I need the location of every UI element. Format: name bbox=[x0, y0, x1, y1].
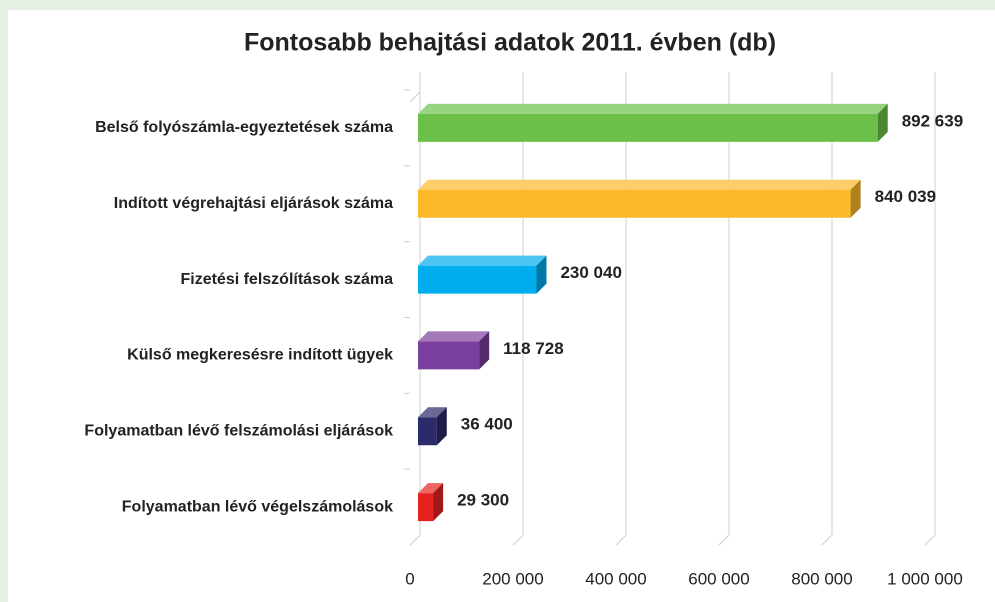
bar-top bbox=[418, 483, 444, 494]
bar-front bbox=[418, 189, 851, 218]
bar-top-shade bbox=[418, 407, 447, 418]
bar-side bbox=[850, 179, 861, 218]
value-label: 840 039 bbox=[875, 187, 936, 206]
x-tick-label: 400 000 bbox=[585, 569, 646, 588]
bar bbox=[418, 255, 547, 294]
y-tick-label: Indított végrehajtási eljárások száma bbox=[114, 195, 393, 212]
bar-side bbox=[536, 255, 547, 294]
bar-top bbox=[418, 407, 447, 418]
bar-side-shade bbox=[877, 103, 888, 142]
bar bbox=[418, 483, 444, 522]
y-tick-label: Folyamatban lévő felszámolási eljárások bbox=[84, 422, 393, 439]
value-label: 892 639 bbox=[902, 111, 963, 130]
bar-top bbox=[418, 179, 861, 190]
grid-line bbox=[409, 72, 421, 546]
grid-line bbox=[615, 72, 627, 546]
bar-front bbox=[418, 113, 878, 142]
value-label: 29 300 bbox=[457, 491, 509, 510]
x-tick-label: 800 000 bbox=[791, 569, 852, 588]
value-label: 230 040 bbox=[560, 263, 621, 282]
bar-top-shade bbox=[418, 179, 861, 190]
bar-front bbox=[418, 341, 480, 370]
x-tick-label: 200 000 bbox=[482, 569, 543, 588]
chart-title: Fontosabb behajtási adatok 2011. évben (… bbox=[244, 29, 776, 57]
value-label: 36 400 bbox=[461, 415, 513, 434]
y-tick-label: Fizetési felszólítások száma bbox=[180, 271, 393, 288]
grid-line bbox=[821, 72, 833, 546]
bar-top-shade bbox=[418, 103, 888, 114]
value-label: 118 728 bbox=[503, 339, 564, 358]
y-tick-label: Belső folyószámla-egyeztetések száma bbox=[95, 119, 393, 136]
bar-side bbox=[436, 407, 447, 446]
bar-top bbox=[418, 103, 888, 114]
bar-top bbox=[418, 255, 547, 266]
bar-front bbox=[418, 265, 537, 294]
bar bbox=[418, 407, 447, 446]
bar-top-shade bbox=[418, 255, 547, 266]
bar-side-shade bbox=[850, 179, 861, 218]
bar-side bbox=[877, 103, 888, 142]
x-tick-label: 1 000 000 bbox=[887, 569, 963, 588]
bar-top bbox=[418, 331, 490, 342]
bar-top-shade bbox=[418, 331, 490, 342]
bar-side-shade bbox=[536, 255, 547, 294]
bar-side-shade bbox=[433, 483, 444, 522]
bar-side-shade bbox=[436, 407, 447, 446]
y-tick-label: Külső megkeresésre indított ügyek bbox=[127, 347, 393, 364]
bar-front bbox=[418, 493, 434, 522]
x-tick-label: 600 000 bbox=[688, 569, 749, 588]
bar-side bbox=[433, 483, 444, 522]
grid-line bbox=[512, 72, 524, 546]
bar-side-shade bbox=[479, 331, 490, 370]
bar bbox=[418, 179, 861, 218]
bar-front bbox=[418, 417, 437, 446]
bar-top-shade bbox=[418, 483, 444, 494]
bar bbox=[418, 331, 490, 370]
bar bbox=[418, 103, 888, 142]
grid-line bbox=[718, 72, 730, 546]
grid-line bbox=[924, 72, 936, 546]
bar-side bbox=[479, 331, 490, 370]
x-tick-label: 0 bbox=[405, 569, 414, 588]
y-tick-label: Folyamatban lévő végelszámolások bbox=[122, 498, 393, 515]
